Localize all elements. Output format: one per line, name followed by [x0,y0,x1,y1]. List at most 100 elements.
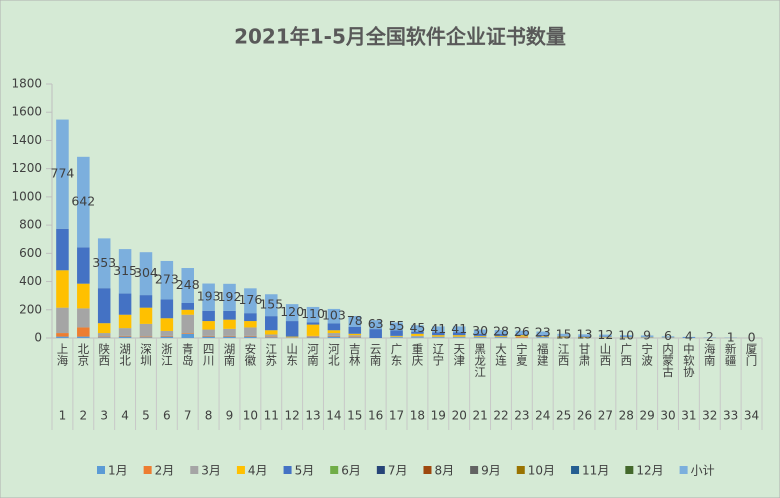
bar-segment [411,325,424,332]
bar-segment [202,310,215,322]
category-number: 10 [243,409,258,423]
legend-label: 2月 [155,464,175,478]
bar-segment [265,316,278,331]
data-label: 26 [514,324,530,339]
bar-segment [536,335,549,337]
x-tick-label: 广西 [619,343,633,366]
y-tick-label: 1400 [11,133,42,147]
x-tick-label: 深圳 [139,342,153,366]
bar-segment [139,295,153,308]
x-tick-label: 厦门 [745,343,759,367]
bar-segment [599,334,612,337]
bar-segment [515,335,529,337]
bar-segment [452,337,466,338]
bar-segment [202,336,215,338]
bar-segment [327,330,341,334]
x-tick-label: 海南 [703,342,717,366]
bar-segment [244,313,257,322]
bar-segment [306,337,320,338]
bar-segment [223,319,236,329]
legend-label: 8月 [434,464,454,478]
legend-label: 1月 [108,464,128,478]
bar-segment [285,304,299,322]
x-tick-label: 宁夏 [515,342,529,366]
legend-label: 5月 [295,464,315,478]
bar-segment [327,333,341,336]
bar-segment [494,337,508,338]
legend-swatch [190,466,199,474]
x-tick-label: 河北 [327,343,341,366]
legend-swatch [470,466,479,474]
bar-segment [432,335,445,337]
bar-segment [473,329,487,334]
data-label: 304 [134,265,158,280]
bar-segment [139,252,153,296]
chart-title: 2021年1-5月全国软件企业证书数量 [234,25,566,49]
data-label: 642 [71,194,95,209]
bar-segment [599,336,612,337]
x-tick-label: 上海 [55,343,69,367]
bar-segment [139,307,153,324]
data-label: 78 [347,313,363,328]
bar-segment [97,337,111,338]
bar-segment [452,336,466,338]
bar-segment [515,336,529,338]
legend-swatch [625,466,634,474]
y-tick-label: 600 [19,246,42,260]
category-number: 22 [493,409,508,423]
bar-segment [494,335,508,337]
legend-label: 3月 [201,464,221,478]
legend-label: 小计 [691,464,715,478]
bar-segment [202,283,215,311]
category-number: 32 [702,409,717,423]
category-number: 29 [640,409,655,423]
bar-segment [432,337,445,338]
bar-segment [118,314,132,329]
bar-segment [390,330,403,336]
bar-segment [118,293,132,315]
bar-segment [56,307,69,334]
bar-segment [265,336,278,338]
y-tick-label: 0 [34,331,42,345]
bar-segment [557,337,570,338]
bar-segment [306,306,320,323]
data-label: 9 [643,328,651,343]
category-number: 19 [431,409,446,423]
data-label: 12 [597,327,613,342]
bar-segment [348,335,362,337]
category-number: 27 [598,409,613,423]
x-tick-label: 四川 [202,343,216,366]
data-label: 155 [259,297,283,312]
bar-segment [285,336,299,338]
x-tick-label: 重庆 [410,342,424,367]
bar-segment [390,322,403,331]
bar-segment [139,337,153,338]
bar-segment [285,337,299,338]
legend-label: 6月 [341,464,361,478]
data-label: 120 [280,304,304,319]
category-number: 20 [452,409,467,423]
bar-segment [118,335,132,337]
data-label: 30 [472,323,488,338]
bar-segment [682,336,696,338]
bar-segment [536,334,549,336]
category-number: 17 [389,409,404,423]
category-number: 14 [326,409,341,423]
x-tick-label: 中软协 [682,343,696,378]
category-number: 28 [619,409,634,423]
bar-segment [473,337,487,338]
bar-segment [473,335,487,337]
bar-segment [56,119,69,229]
legend-label: 10月 [528,464,555,478]
bar-segment [494,336,508,338]
x-tick-label: 陕西 [97,342,111,366]
bar-segment [411,335,424,338]
bar-segment [181,303,194,310]
bar-segment [411,333,424,336]
data-label: 248 [176,277,200,292]
bar-segment [578,337,591,338]
category-number: 18 [410,409,425,423]
legend-swatch [97,466,105,474]
bar-segment [432,326,445,333]
